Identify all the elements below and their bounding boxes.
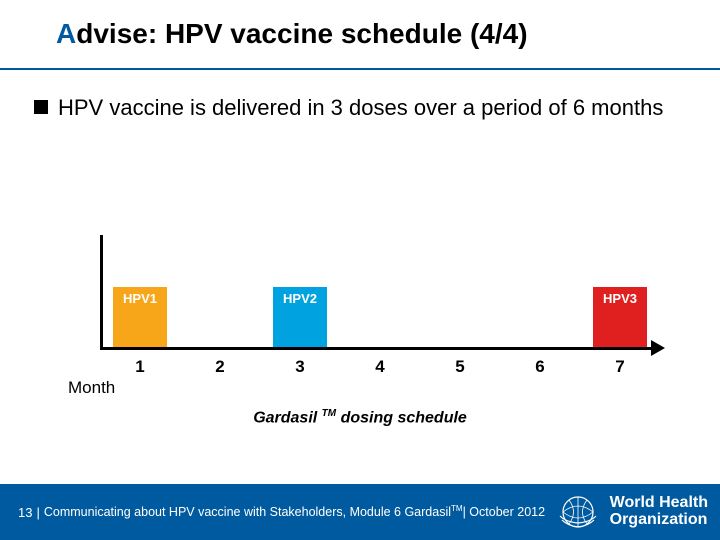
dose-box: HPV2 bbox=[273, 287, 327, 347]
x-axis bbox=[100, 347, 655, 350]
tick-label: 7 bbox=[610, 357, 630, 377]
who-text: World Health Organization bbox=[610, 495, 708, 529]
page-number: 13 bbox=[0, 505, 32, 520]
x-axis-arrow-icon bbox=[651, 340, 665, 356]
tick-label: 1 bbox=[130, 357, 150, 377]
title-rest: dvise: HPV vaccine schedule (4/4) bbox=[76, 18, 527, 49]
title-first-letter: A bbox=[56, 18, 76, 49]
who-emblem-icon bbox=[554, 488, 602, 536]
tick-label: 5 bbox=[450, 357, 470, 377]
footer-tm: TM bbox=[451, 504, 463, 513]
caption-suffix: dosing schedule bbox=[336, 409, 467, 426]
tick-label: 3 bbox=[290, 357, 310, 377]
timeline-chart: 1234567HPV1HPV2HPV3 bbox=[100, 245, 645, 365]
tick-label: 6 bbox=[530, 357, 550, 377]
tick-label: 2 bbox=[210, 357, 230, 377]
bullet-row: HPV vaccine is delivered in 3 doses over… bbox=[34, 94, 690, 122]
footer-text-prefix: Communicating about HPV vaccine with Sta… bbox=[44, 506, 451, 520]
dose-box: HPV1 bbox=[113, 287, 167, 347]
who-logo: World Health Organization bbox=[554, 488, 708, 536]
slide: Advise: HPV vaccine schedule (4/4) HPV v… bbox=[0, 0, 720, 540]
who-line2: Organization bbox=[610, 512, 708, 529]
footer-text: Communicating about HPV vaccine with Sta… bbox=[44, 504, 545, 519]
tick-label: 4 bbox=[370, 357, 390, 377]
slide-title: Advise: HPV vaccine schedule (4/4) bbox=[0, 0, 720, 60]
title-divider bbox=[0, 68, 720, 70]
footer-separator: | bbox=[32, 505, 43, 520]
dose-box: HPV3 bbox=[593, 287, 647, 347]
caption-tm: TM bbox=[322, 408, 336, 419]
who-line1: World Health bbox=[610, 495, 708, 512]
caption-prefix: Gardasil bbox=[253, 409, 321, 426]
y-axis bbox=[100, 235, 103, 350]
timeline-caption: Gardasil TM dosing schedule bbox=[0, 408, 720, 427]
bullet-marker bbox=[34, 100, 48, 114]
bullet-text: HPV vaccine is delivered in 3 doses over… bbox=[58, 94, 663, 122]
footer-bar: 13 | Communicating about HPV vaccine wit… bbox=[0, 484, 720, 540]
month-axis-label: Month bbox=[68, 378, 115, 398]
footer-text-suffix: October 2012 bbox=[466, 506, 545, 520]
